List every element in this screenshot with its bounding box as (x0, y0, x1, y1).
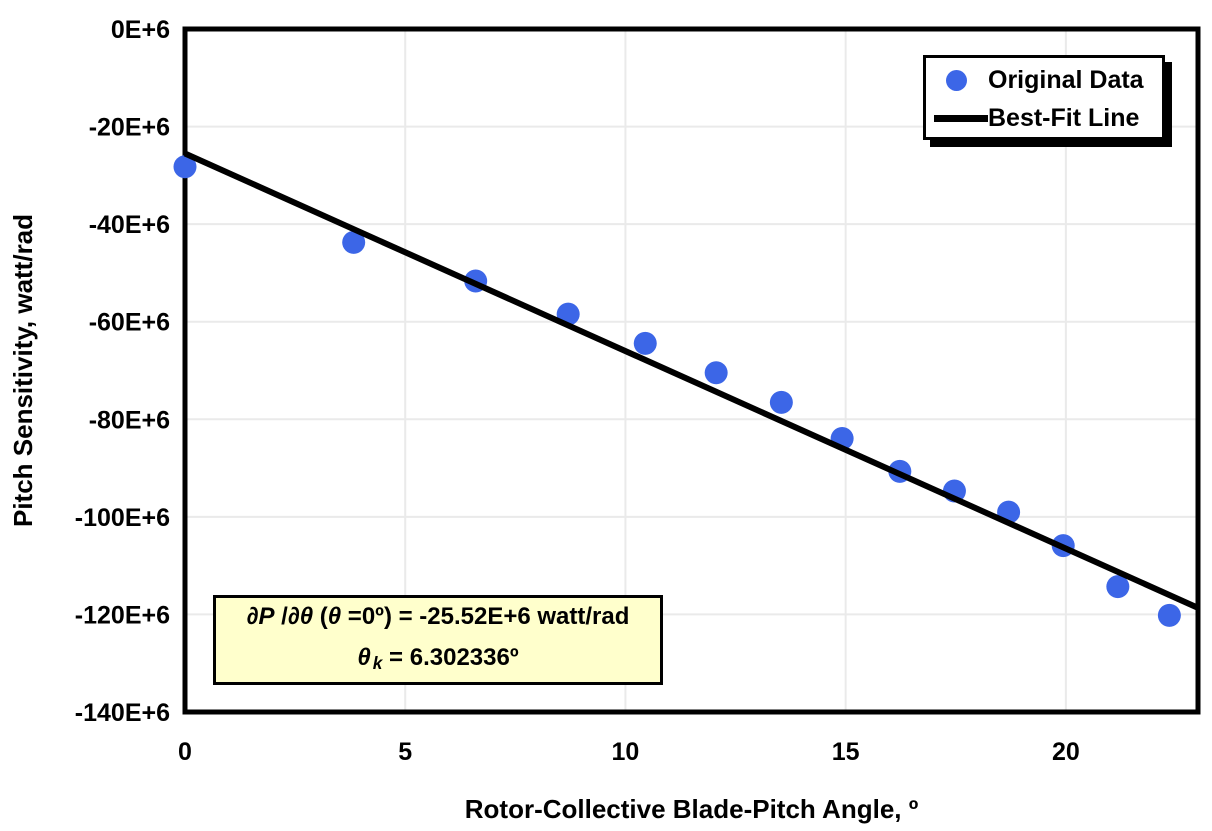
legend-entry-best-fit-line: Best-Fit Line (926, 99, 1162, 137)
legend-entry-original-data: Original Data (926, 61, 1162, 99)
data-point (173, 155, 197, 179)
data-point (1106, 575, 1130, 599)
data-point (769, 390, 793, 414)
annotation-text-segment: k (372, 653, 383, 674)
x-tick-label: 15 (832, 738, 860, 766)
line-marker-icon (934, 114, 988, 122)
annotation-text-segment: θ (327, 602, 342, 630)
y-tick-label: -40E+6 (89, 211, 170, 239)
y-tick-label: -80E+6 (89, 406, 170, 434)
best-fit-line (183, 150, 1200, 611)
legend-marker-cell (926, 69, 988, 91)
x-tick-label: 10 (612, 738, 640, 766)
data-point (342, 230, 366, 254)
y-axis-title: Pitch Sensitivity, watt/rad (8, 214, 38, 527)
legend-marker-cell (926, 114, 988, 122)
data-point (704, 361, 728, 385)
x-tick-label: 20 (1052, 738, 1080, 766)
y-tick-label: -20E+6 (89, 114, 170, 142)
data-point (633, 331, 657, 355)
scatter-marker-icon (946, 69, 967, 91)
plot-border (182, 26, 1201, 715)
annotation-text-segment: ( (313, 602, 328, 630)
x-tick-label: 0 (178, 738, 192, 766)
y-tick-label: -60E+6 (89, 309, 170, 337)
x-axis-title: Rotor-Collective Blade-Pitch Angle, º (465, 794, 919, 824)
annotation-line-sensitivity: ∂P /∂θ (θ =0º) = -25.52E+6 watt/rad (216, 596, 660, 637)
data-point (1157, 603, 1181, 627)
x-tick-label: 5 (398, 738, 412, 766)
annotation-text-segment: θ (357, 643, 371, 671)
legend-label: Best-Fit Line (988, 103, 1140, 132)
annotation-text-segment: =0º) = -25.52E+6 watt/rad (341, 602, 630, 630)
annotation-text-segment: ∂P (246, 602, 275, 630)
legend-label: Original Data (988, 65, 1144, 94)
annotation-text-segment: = 6.302336º (382, 643, 519, 671)
annotation-text-segment: ∂θ (287, 602, 314, 630)
legend: Original Data Best-Fit Line (923, 55, 1165, 140)
annotation-text-segment: / (274, 602, 288, 630)
y-tick-label: -100E+6 (75, 504, 170, 532)
y-tick-label: -140E+6 (75, 699, 170, 727)
y-tick-label: -120E+6 (75, 601, 170, 629)
y-tick-label: 0E+6 (111, 16, 170, 44)
